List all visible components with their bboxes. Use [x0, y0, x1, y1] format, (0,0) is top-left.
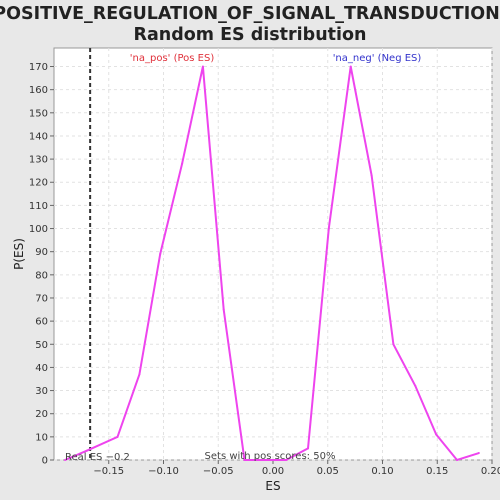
- data-point: [349, 65, 352, 68]
- data-points: [63, 65, 480, 461]
- axis-ticks: 0 10 20 30 40 50 60 70 80 90 100 110 120 130 140 150 160…: [29, 62, 500, 477]
- y-axis-label: P(ES): [12, 238, 26, 270]
- y-tick-label: 170: [29, 62, 48, 73]
- x-tick-label: 0.20: [481, 466, 500, 477]
- data-point: [243, 459, 246, 461]
- y-tick-label: 40: [35, 363, 48, 374]
- es-distribution-line: [64, 66, 480, 462]
- y-tick-label: 130: [29, 155, 48, 166]
- data-point: [370, 174, 373, 177]
- y-tick-label: 30: [35, 386, 48, 397]
- data-point: [85, 449, 88, 452]
- legend-neg-label: 'na_neg' (Neg ES): [333, 53, 422, 64]
- y-tick-label: 0: [42, 456, 48, 467]
- data-point: [222, 308, 225, 311]
- y-tick-label: 150: [29, 108, 48, 119]
- chart-title-line1: POSITIVE_REGULATION_OF_SIGNAL_TRANSDUCTI…: [0, 4, 500, 24]
- y-tick-label: 10: [35, 432, 48, 443]
- y-tick-label: 80: [35, 270, 48, 281]
- x-tick-label: −0.15: [93, 466, 124, 477]
- data-point: [181, 162, 184, 165]
- legend-pos-label: 'na_pos' (Pos ES): [130, 53, 215, 64]
- y-tick-label: 50: [35, 340, 48, 351]
- x-tick-label: 0.05: [317, 466, 339, 477]
- data-point: [414, 384, 417, 387]
- data-point: [435, 433, 438, 436]
- data-point: [477, 452, 480, 455]
- data-point: [264, 459, 267, 461]
- y-tick-label: 70: [35, 293, 48, 304]
- data-point: [116, 435, 119, 438]
- x-tick-label: −0.10: [148, 466, 179, 477]
- y-tick-label: 110: [29, 201, 48, 212]
- x-tick-label: 0.00: [262, 466, 284, 477]
- chart-title-line2: Random ES distribution: [133, 25, 366, 45]
- x-tick-label: 0.10: [371, 466, 393, 477]
- data-point: [138, 373, 141, 376]
- y-tick-label: 120: [29, 178, 48, 189]
- data-point: [201, 65, 204, 68]
- y-tick-label: 20: [35, 409, 48, 420]
- data-point: [392, 343, 395, 346]
- data-point: [63, 459, 66, 461]
- y-tick-label: 100: [29, 224, 48, 235]
- y-tick-label: 140: [29, 131, 48, 142]
- pos-scores-note: Sets with pos scores: 50%: [205, 451, 336, 462]
- x-axis-label: ES: [265, 479, 280, 493]
- data-point: [159, 253, 162, 255]
- x-tick-label: −0.05: [203, 466, 234, 477]
- y-tick-label: 90: [35, 247, 48, 258]
- y-tick-label: 60: [35, 317, 48, 328]
- data-point: [455, 459, 458, 461]
- real-es-label: Real ES −0.2: [65, 452, 130, 463]
- y-tick-label: 160: [29, 85, 48, 96]
- data-point: [327, 227, 330, 230]
- data-point: [285, 459, 288, 461]
- x-tick-label: 0.15: [426, 466, 448, 477]
- data-point: [307, 447, 310, 450]
